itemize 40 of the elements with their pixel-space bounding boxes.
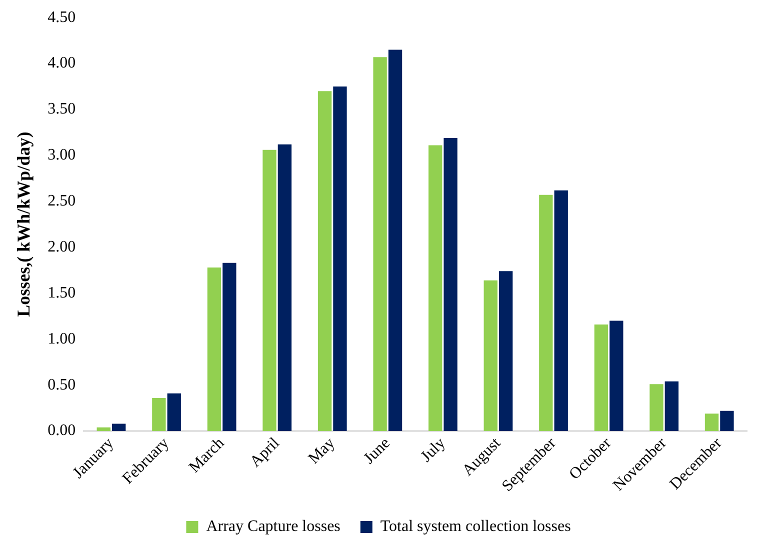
y-tick-label: 1.00 xyxy=(48,330,76,348)
bar xyxy=(444,138,458,432)
x-tick-label: July xyxy=(418,434,449,466)
bar xyxy=(594,324,608,432)
bar xyxy=(428,145,442,432)
bar xyxy=(498,271,513,432)
bar xyxy=(318,91,332,432)
legend-label: Array Capture losses xyxy=(206,518,340,536)
bar xyxy=(373,57,387,432)
bar xyxy=(152,398,166,432)
y-tick-label: 4.50 xyxy=(48,8,76,26)
y-axis-title: Losses,( kWh/kWp/day) xyxy=(13,132,34,317)
bar xyxy=(278,144,292,432)
bar xyxy=(554,190,568,432)
bar xyxy=(333,86,347,432)
bar xyxy=(650,384,664,432)
legend-label: Total system collection losses xyxy=(380,518,571,536)
y-tick-label: 4.00 xyxy=(48,54,76,72)
y-tick-label: 1.50 xyxy=(48,284,76,302)
y-tick-label: 0.50 xyxy=(48,376,76,394)
bar xyxy=(704,414,719,432)
y-tick-label: 3.00 xyxy=(48,146,76,164)
bar xyxy=(539,194,553,432)
bar xyxy=(167,393,181,432)
y-tick-label: 3.50 xyxy=(48,100,76,118)
y-tick-label: 2.00 xyxy=(48,238,76,256)
y-tick-label: 2.50 xyxy=(48,192,76,210)
bar xyxy=(262,150,276,432)
bar xyxy=(664,381,679,432)
bar xyxy=(207,268,222,432)
bar xyxy=(222,262,236,432)
x-tick-label: May xyxy=(305,434,338,468)
bar xyxy=(484,280,498,432)
bar xyxy=(720,410,734,432)
bar xyxy=(112,424,126,432)
bar xyxy=(610,320,624,432)
y-tick-label: 0.00 xyxy=(48,422,76,440)
bar xyxy=(96,427,110,432)
bar xyxy=(388,50,402,432)
x-tick-label: June xyxy=(360,434,394,468)
